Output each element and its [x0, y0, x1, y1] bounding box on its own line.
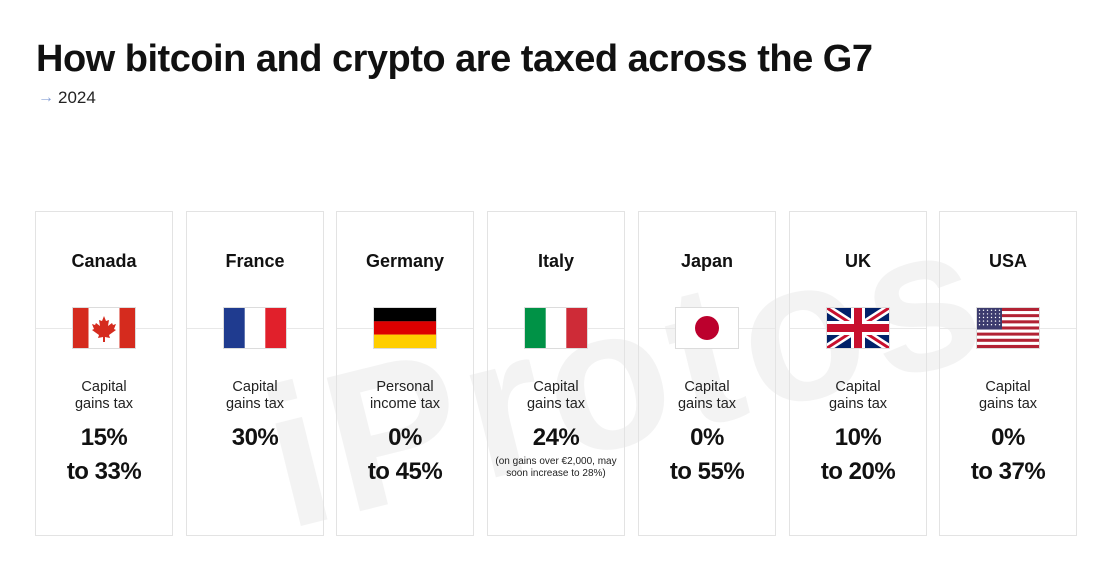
- subtitle-year: 2024: [58, 88, 96, 107]
- germany-flag: [373, 307, 437, 349]
- tax-type-line: gains tax: [677, 396, 737, 412]
- tax-type: Capital gains tax: [790, 379, 926, 413]
- country-name: Germany: [365, 251, 445, 271]
- tax-type-line: Capital: [985, 379, 1031, 395]
- tax-rate-line: 24%: [532, 424, 580, 451]
- tax-type-line: gains tax: [526, 396, 586, 412]
- tax-type-line: income tax: [369, 396, 441, 412]
- tax-rate: 0% to 37%: [940, 421, 1076, 489]
- tax-type-line: Personal: [376, 379, 434, 395]
- tax-rate: 15% to 33%: [36, 421, 172, 489]
- tax-note: (on gains over €2,000, may soon increase…: [495, 456, 617, 479]
- italy-flag: [524, 307, 588, 349]
- country-card-italy: Italy Capital gains tax 24% (on gains over €…: [487, 211, 625, 536]
- tax-rate-line: 0%: [991, 424, 1025, 451]
- tax-type: Personal income tax: [337, 379, 473, 413]
- tax-type: Capital gains tax: [187, 379, 323, 413]
- tax-rate: 0% to 55%: [639, 421, 775, 489]
- country-card-uk: UK Capital gains tax 10% to 20%: [789, 211, 927, 536]
- country-cards: Canada Capital gains tax 15% to 33% France Cap…: [35, 211, 1078, 536]
- tax-type-line: gains tax: [978, 396, 1038, 412]
- tax-rate-line: to 45%: [367, 458, 443, 485]
- tax-rate: 30%: [187, 421, 323, 455]
- tax-rate: 24%: [488, 421, 624, 455]
- country-card-usa: USA Capital gains tax 0% to 37%: [939, 211, 1077, 536]
- tax-type-line: Capital: [232, 379, 278, 395]
- tax-type: Capital gains tax: [488, 379, 624, 413]
- tax-type-line: Capital: [684, 379, 730, 395]
- chart-title: How bitcoin and crypto are taxed across …: [36, 38, 873, 80]
- france-flag: [223, 307, 287, 349]
- country-card-germany: Germany Personal income tax 0% to 45%: [336, 211, 474, 536]
- country-card-france: France Capital gains tax 30%: [186, 211, 324, 536]
- tax-rate-line: to 20%: [820, 458, 896, 485]
- japan-flag: [675, 307, 739, 349]
- tax-rate: 0% to 45%: [337, 421, 473, 489]
- chart-subtitle: → 2024: [38, 88, 96, 108]
- country-card-canada: Canada Capital gains tax 15% to 33%: [35, 211, 173, 536]
- tax-rate-line: 30%: [231, 424, 279, 451]
- usa-flag: [976, 307, 1040, 349]
- tax-type-line: Capital: [81, 379, 127, 395]
- tax-rate-line: to 33%: [66, 458, 142, 485]
- tax-rate-line: 0%: [690, 424, 724, 451]
- tax-type-line: gains tax: [225, 396, 285, 412]
- tax-type-line: gains tax: [828, 396, 888, 412]
- country-name: Canada: [71, 251, 137, 271]
- tax-type: Capital gains tax: [639, 379, 775, 413]
- tax-type-line: gains tax: [74, 396, 134, 412]
- tax-rate: 10% to 20%: [790, 421, 926, 489]
- tax-type: Capital gains tax: [36, 379, 172, 413]
- country-card-japan: Japan Capital gains tax 0% to 55%: [638, 211, 776, 536]
- tax-rate-line: 15%: [80, 424, 128, 451]
- tax-rate-line: 10%: [834, 424, 882, 451]
- tax-rate-line: 0%: [388, 424, 422, 451]
- country-name: France: [225, 251, 285, 271]
- tax-rate-line: to 37%: [970, 458, 1046, 485]
- uk-flag: [826, 307, 890, 349]
- tax-type-line: Capital: [533, 379, 579, 395]
- country-name: UK: [845, 251, 871, 271]
- country-name: Japan: [680, 251, 734, 271]
- tax-rate-line: to 55%: [669, 458, 745, 485]
- country-name: USA: [988, 251, 1027, 271]
- canada-flag: [72, 307, 136, 349]
- tax-type-line: Capital: [835, 379, 881, 395]
- country-name: Italy: [537, 251, 575, 271]
- tax-type: Capital gains tax: [940, 379, 1076, 413]
- arrow-right-icon: →: [38, 89, 54, 106]
